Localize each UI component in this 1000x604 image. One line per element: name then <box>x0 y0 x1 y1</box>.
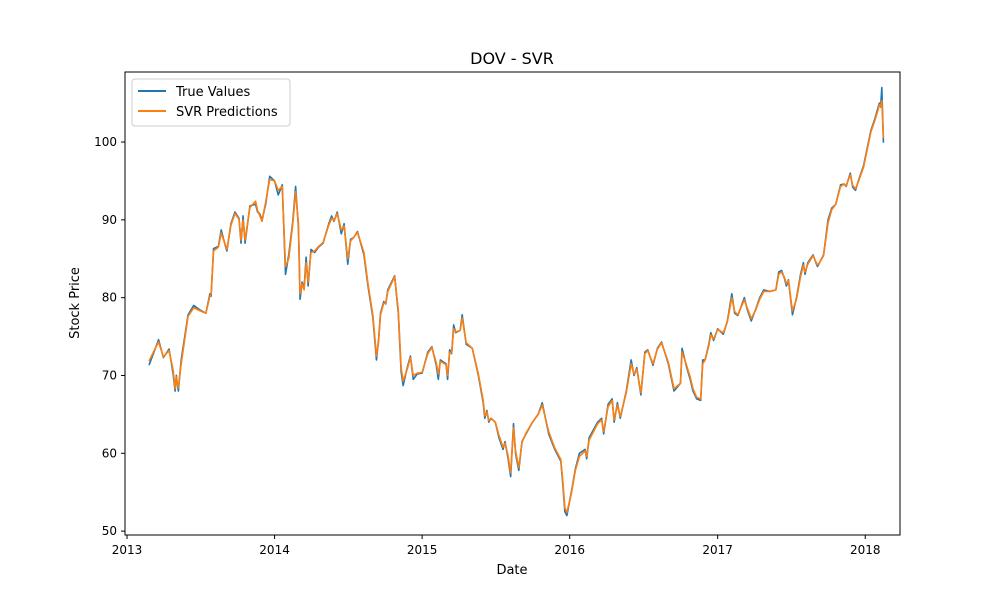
x-tick-label: 2017 <box>702 543 733 557</box>
x-tick-label: 2016 <box>554 543 585 557</box>
x-axis-label: Date <box>496 563 527 578</box>
legend-box <box>131 78 291 127</box>
plot-area-frame <box>124 71 901 536</box>
legend-label-svr-predictions: SVR Predictions <box>176 105 278 120</box>
y-tick-label: 90 <box>102 213 117 227</box>
y-tick-label: 50 <box>102 524 117 538</box>
y-tick-label: 80 <box>102 291 117 305</box>
chart-title: DOV - SVR <box>470 49 554 68</box>
series-line-svr-predictions <box>148 99 885 514</box>
y-tick-label: 100 <box>94 135 117 149</box>
series-layer <box>148 86 885 517</box>
x-tick-label: 2014 <box>259 543 290 557</box>
legend-label-true-values: True Values <box>175 85 250 100</box>
legend: True Values SVR Predictions <box>131 78 291 127</box>
x-tick-label: 2015 <box>407 543 438 557</box>
y-axis-label: Stock Price <box>68 267 83 339</box>
y-axis-ticks: 50 60 70 80 90 100 <box>94 135 125 538</box>
y-tick-label: 70 <box>102 368 117 382</box>
y-tick-label: 60 <box>102 446 117 460</box>
x-tick-label: 2018 <box>850 543 881 557</box>
x-tick-label: 2013 <box>112 543 143 557</box>
x-axis-ticks: 2013 2014 2015 2016 2017 2018 <box>112 535 881 557</box>
